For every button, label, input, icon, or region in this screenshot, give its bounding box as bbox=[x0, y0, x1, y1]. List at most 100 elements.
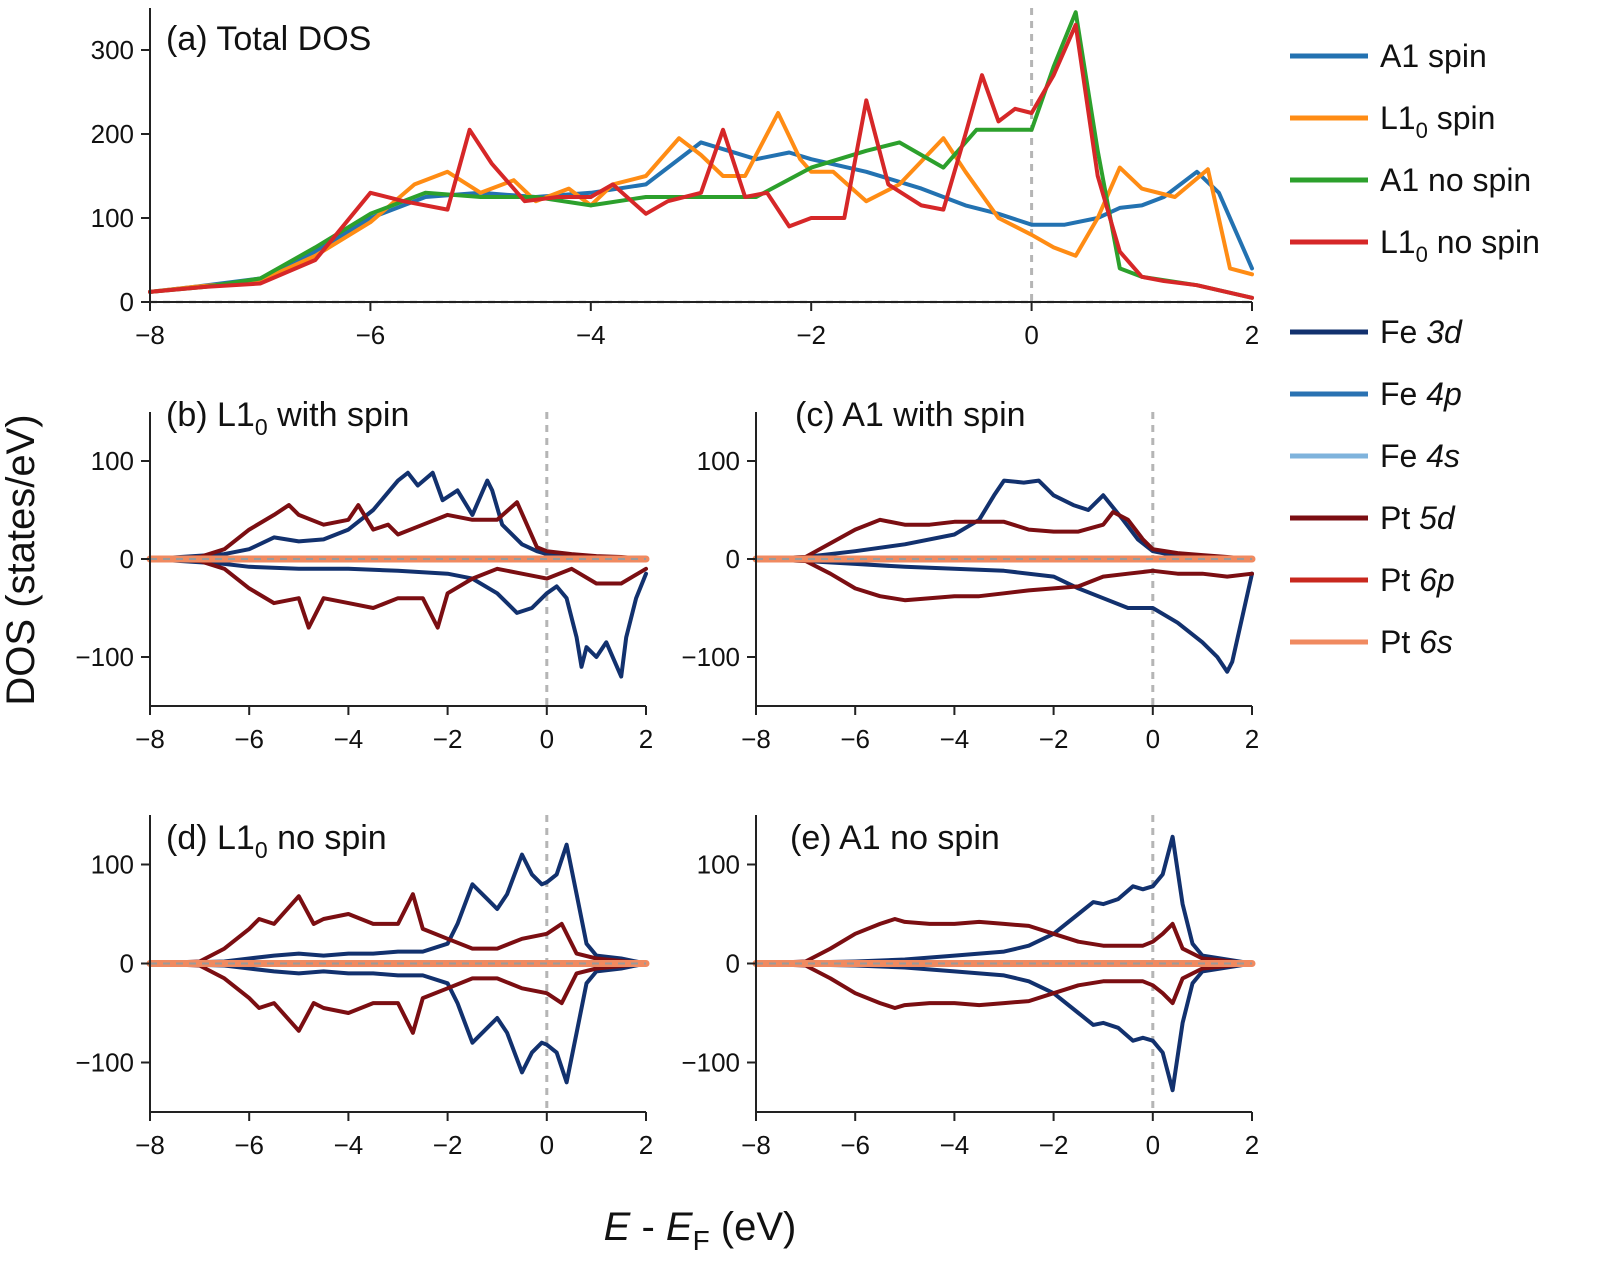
legend-item-L10_spin: L10 spin bbox=[1290, 100, 1495, 143]
series-line-A1_spin bbox=[148, 140, 1254, 294]
x-tick-label: 0 bbox=[1146, 724, 1160, 754]
x-tick-label: −6 bbox=[840, 1130, 870, 1160]
x-tick-label: −2 bbox=[433, 1130, 463, 1160]
panel-title: (c) A1 with spin bbox=[795, 396, 1026, 434]
y-axis-label: DOS (states/eV) bbox=[0, 414, 43, 705]
y-tick-label: 0 bbox=[120, 287, 134, 317]
series-line-Pt5d bbox=[148, 500, 648, 561]
y-tick-label: 0 bbox=[120, 949, 134, 979]
series-line-Pt5d bbox=[754, 961, 1254, 1010]
series-line-Fe3d bbox=[148, 961, 648, 1085]
y-tick-label: 0 bbox=[726, 544, 740, 574]
x-tick-label: 2 bbox=[639, 724, 653, 754]
x-tick-label: −6 bbox=[356, 320, 386, 350]
y-tick-label: 300 bbox=[91, 35, 134, 65]
panel-a: −8 −6 −4 −2 0 2 0 100 200 300 (a) Total DOS bbox=[91, 8, 1259, 350]
legend-label: Fe 4s bbox=[1380, 438, 1460, 474]
legend-item-A1_nospin: A1 no spin bbox=[1290, 162, 1531, 198]
legend-label: A1 spin bbox=[1380, 38, 1487, 74]
x-tick-label: −4 bbox=[334, 1130, 364, 1160]
series-line-Fe3d bbox=[148, 842, 648, 966]
series-line-Pt5d bbox=[148, 557, 648, 630]
panel-title: (a) Total DOS bbox=[166, 20, 371, 58]
legend-label: Pt 6p bbox=[1380, 562, 1455, 598]
legend-item-Fe4s: Fe 4s bbox=[1290, 438, 1460, 474]
y-tick-label: −100 bbox=[75, 1048, 134, 1078]
x-tick-label: −8 bbox=[741, 724, 771, 754]
y-tick-label: 100 bbox=[697, 850, 740, 880]
y-tick-label: 0 bbox=[726, 949, 740, 979]
series-line-L10_nospin bbox=[148, 22, 1254, 300]
x-tick-label: −4 bbox=[940, 724, 970, 754]
x-tick-label: −8 bbox=[135, 724, 165, 754]
panel-title: (e) A1 no spin bbox=[790, 819, 1000, 857]
series-line-A1_nospin bbox=[148, 10, 1254, 300]
x-tick-label: −6 bbox=[234, 1130, 264, 1160]
series-line-Fe3d bbox=[754, 961, 1254, 1093]
x-tick-label: −4 bbox=[576, 320, 606, 350]
series-line-Fe3d bbox=[148, 557, 648, 679]
x-tick-label: 2 bbox=[1245, 1130, 1259, 1160]
panel-d: −8 −6 −4 −2 0 2 −100 0 100 (d) L10 no spin bbox=[75, 815, 653, 1160]
series-line-Fe3d bbox=[754, 557, 1254, 674]
series-line-Pt5d bbox=[148, 961, 648, 1035]
y-tick-label: 100 bbox=[697, 446, 740, 476]
x-tick-label: −6 bbox=[840, 724, 870, 754]
legend-label: L10 spin bbox=[1380, 100, 1495, 143]
legend-item-Pt5d: Pt 5d bbox=[1290, 500, 1456, 536]
x-tick-label: 2 bbox=[1245, 320, 1259, 350]
x-tick-label: −2 bbox=[1039, 724, 1069, 754]
x-tick-label: −2 bbox=[796, 320, 826, 350]
x-tick-label: −8 bbox=[135, 320, 165, 350]
x-tick-label: −4 bbox=[940, 1130, 970, 1160]
x-tick-label: 0 bbox=[540, 724, 554, 754]
x-tick-label: −2 bbox=[433, 724, 463, 754]
legend-item-A1_spin: A1 spin bbox=[1290, 38, 1487, 74]
panel-b: −8 −6 −4 −2 0 2 −100 0 100 (b) L10 with spin bbox=[75, 396, 653, 754]
y-tick-label: −100 bbox=[681, 1048, 740, 1078]
x-tick-label: −8 bbox=[741, 1130, 771, 1160]
y-tick-label: 100 bbox=[91, 850, 134, 880]
series-line-Pt5d bbox=[754, 557, 1254, 603]
x-tick-label: 2 bbox=[1245, 724, 1259, 754]
x-tick-label: 0 bbox=[1024, 320, 1038, 350]
x-tick-label: −4 bbox=[334, 724, 364, 754]
y-tick-label: 100 bbox=[91, 446, 134, 476]
legend-item-Pt6s: Pt 6s bbox=[1290, 624, 1453, 660]
series-line-L10_spin bbox=[148, 111, 1254, 294]
series-line-Pt5d bbox=[754, 510, 1254, 561]
legend-item-Fe4p: Fe 4p bbox=[1290, 376, 1462, 412]
legend-label: Fe 3d bbox=[1380, 314, 1463, 350]
legend-item-L10_nospin: L10 no spin bbox=[1290, 224, 1540, 267]
x-tick-label: 0 bbox=[1146, 1130, 1160, 1160]
series-line-Fe3d bbox=[148, 470, 648, 561]
x-tick-label: −8 bbox=[135, 1130, 165, 1160]
legend-label: Fe 4p bbox=[1380, 376, 1462, 412]
legend: A1 spin L10 spin A1 no spin L10 no spin Fe 3… bbox=[1290, 38, 1540, 660]
y-tick-label: −100 bbox=[75, 642, 134, 672]
x-tick-label: 2 bbox=[639, 1130, 653, 1160]
legend-label: A1 no spin bbox=[1380, 162, 1531, 198]
x-tick-label: 0 bbox=[540, 1130, 554, 1160]
legend-item-Pt6p: Pt 6p bbox=[1290, 562, 1455, 598]
panel-title: (b) L10 with spin bbox=[166, 396, 409, 440]
series-line-Pt5d bbox=[148, 892, 648, 966]
legend-label: Pt 5d bbox=[1380, 500, 1456, 536]
y-tick-label: −100 bbox=[681, 642, 740, 672]
y-tick-label: 0 bbox=[120, 544, 134, 574]
y-tick-label: 200 bbox=[91, 119, 134, 149]
series-group bbox=[752, 478, 1256, 674]
x-tick-label: −2 bbox=[1039, 1130, 1069, 1160]
y-tick-label: 100 bbox=[91, 203, 134, 233]
series-group bbox=[148, 10, 1254, 300]
x-tick-label: −6 bbox=[234, 724, 264, 754]
series-line-Fe3d bbox=[754, 834, 1254, 966]
legend-label: Pt 6s bbox=[1380, 624, 1453, 660]
legend-label: L10 no spin bbox=[1380, 224, 1540, 267]
panel-title: (d) L10 no spin bbox=[166, 819, 387, 863]
series-group bbox=[146, 470, 650, 679]
series-line-Pt5d bbox=[754, 917, 1254, 966]
legend-item-Fe3d: Fe 3d bbox=[1290, 314, 1463, 350]
